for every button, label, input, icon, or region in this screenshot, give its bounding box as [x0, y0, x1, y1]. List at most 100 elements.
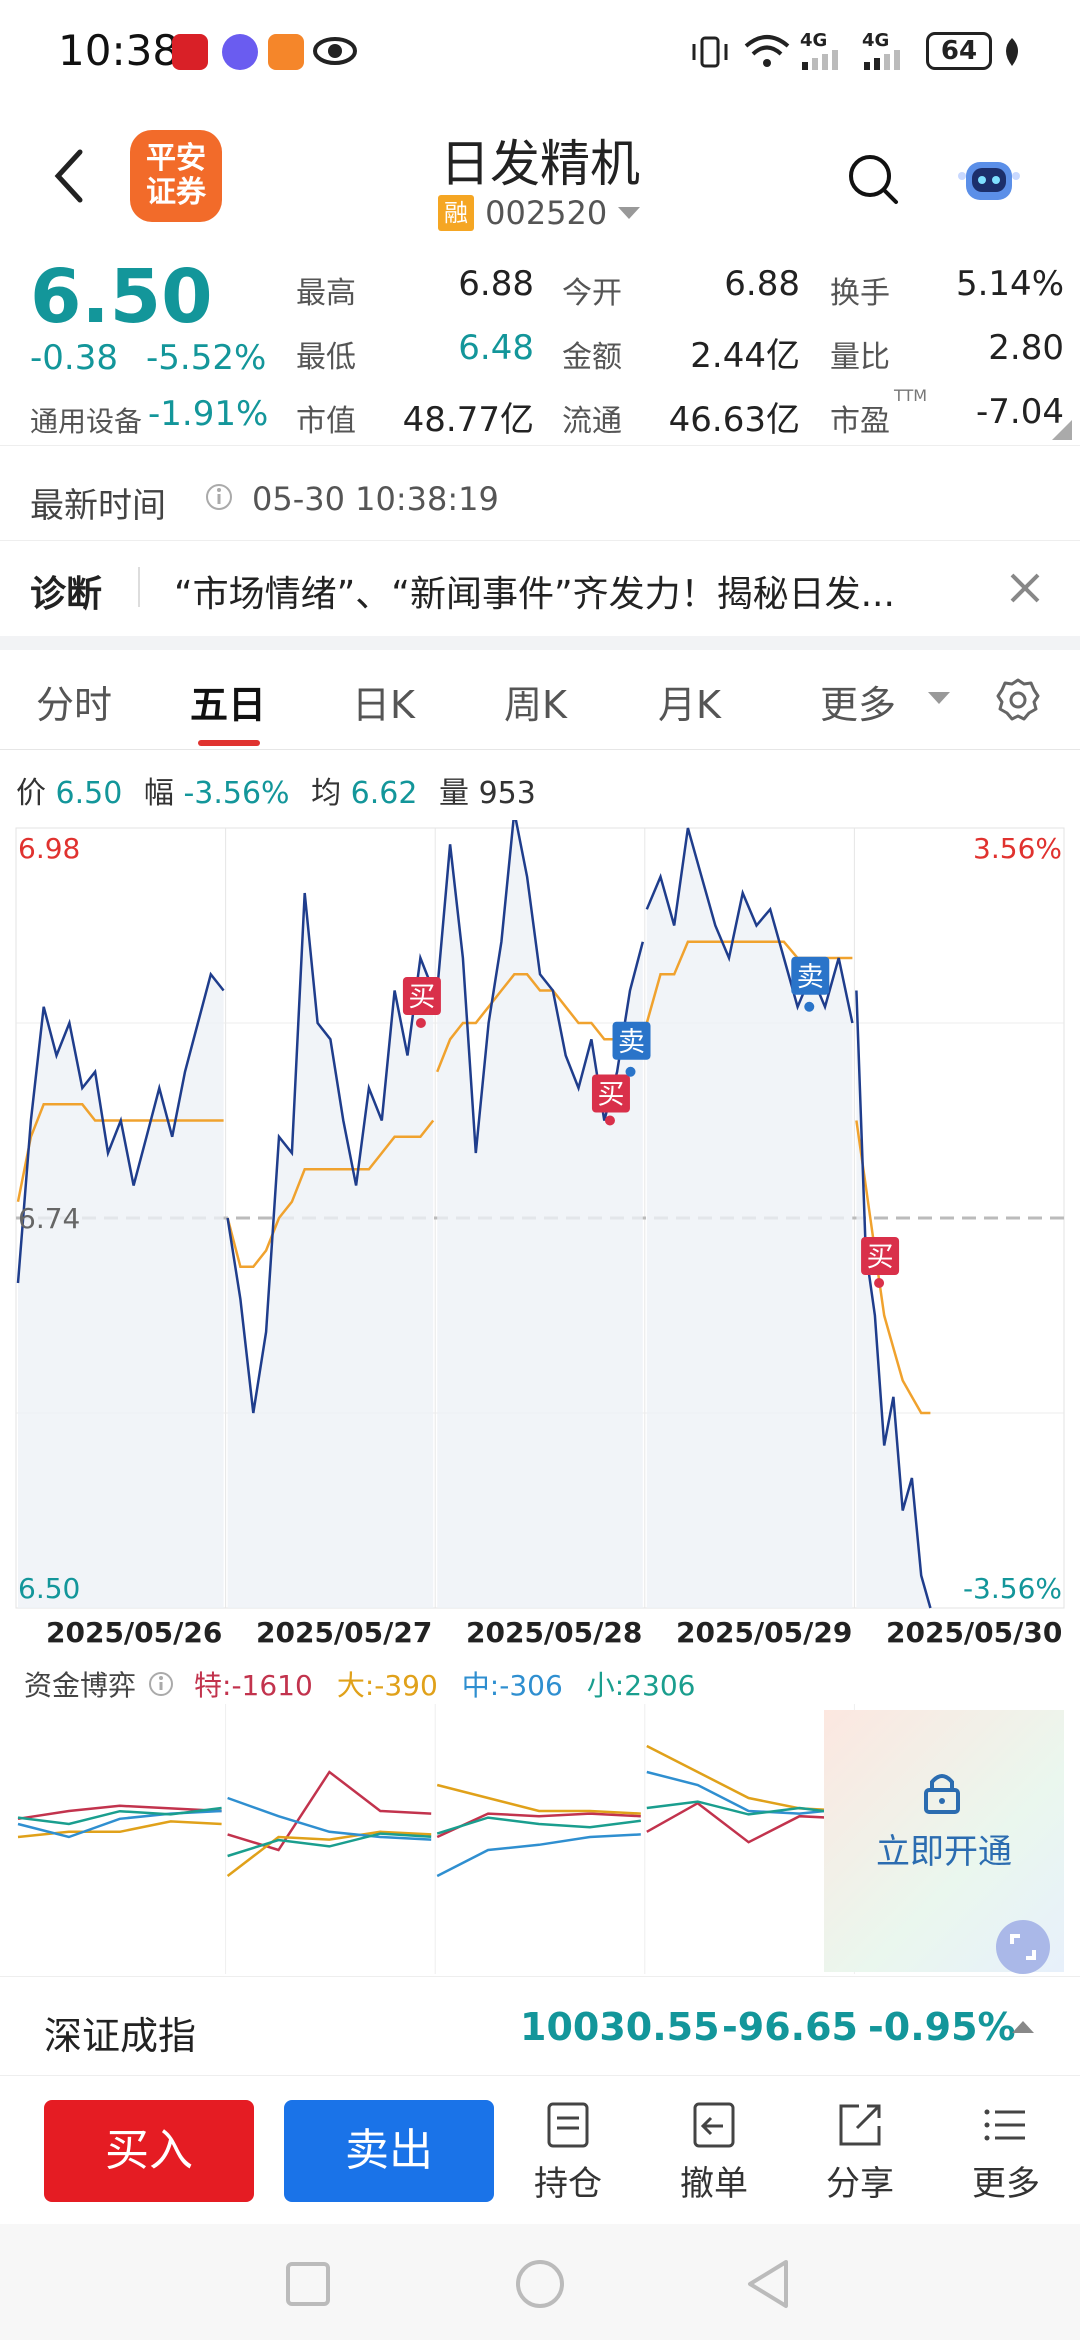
y-axis-label: 6.50	[18, 1572, 80, 1605]
chart-crosshair-info: 价 6.50 幅 -3.56% 均 6.62 量 953	[16, 768, 536, 812]
price-value: 6.50	[55, 776, 123, 811]
tab-weekly-k[interactable]: 周K	[504, 683, 567, 727]
video-app-icon	[268, 34, 304, 70]
more-label: 更多	[972, 2164, 1040, 2204]
network-type-2: 4G	[862, 30, 890, 51]
fund-flow-line	[646, 1770, 851, 1815]
quote-stat-value: 2.80	[988, 328, 1064, 368]
close-icon[interactable]	[1008, 571, 1042, 605]
fund-flow-chart	[17, 1704, 855, 1974]
quote-stat-value: 6.48	[458, 328, 534, 368]
trade-marker-label: 卖	[797, 962, 824, 993]
quote-stat-sup: TTM	[894, 386, 928, 405]
buy-button[interactable]: 买入	[44, 2100, 254, 2202]
trade-dot	[415, 1018, 426, 1028]
volume-label: 量	[439, 776, 470, 811]
quote-stat-value: 5.14%	[955, 264, 1064, 304]
trade-marker	[402, 977, 441, 1015]
fund-flow-line	[17, 1804, 222, 1821]
y-axis-label: 6.98	[18, 832, 80, 865]
price-change-percent: -5.52%	[146, 338, 267, 378]
lock-icon	[924, 1774, 960, 1814]
search-icon[interactable]	[846, 152, 902, 208]
home-icon[interactable]	[514, 2258, 566, 2310]
assistant-robot-icon[interactable]	[956, 146, 1022, 212]
document-icon	[547, 2102, 589, 2148]
fund-flow-legend: 资金博弈 特:-1610 大:-390 中:-306 小:2306	[24, 1664, 695, 1704]
undo-icon	[693, 2102, 735, 2148]
trade-marker-label: 买	[597, 1080, 624, 1111]
back-nav-icon[interactable]	[744, 2258, 792, 2310]
info-icon[interactable]	[204, 482, 234, 512]
stock-code: 002520	[485, 194, 608, 232]
diagnosis-text[interactable]: “市场情绪”、“新闻事件”齐发力！揭秘日发...	[174, 574, 895, 615]
quote-stat-label: 今开	[562, 276, 622, 311]
cancel-order-button[interactable]: 撤单	[664, 2100, 764, 2205]
app-notify-icon	[172, 34, 208, 70]
vibrate-icon	[692, 36, 728, 68]
quote-stat-label: 市盈	[830, 404, 890, 439]
tab-monthly-k[interactable]: 月K	[658, 683, 721, 727]
y-axis-label: 3.56%	[973, 832, 1062, 865]
fund-flow-line	[436, 1816, 641, 1835]
tab-daily-k[interactable]: 日K	[352, 683, 415, 727]
info-icon[interactable]	[148, 1671, 174, 1697]
share-button[interactable]: 分享	[810, 2100, 910, 2205]
status-bar: 10:38 4G 4G 64	[0, 0, 1080, 106]
amplitude-value: -3.56%	[183, 776, 290, 811]
fund-super-large: 特:-1610	[194, 1669, 313, 1702]
trade-marker	[612, 1021, 651, 1060]
quote-panel: 6.50 -0.38 -5.52% 通用设备 -1.91% 最高 6.88 今开 6.…	[0, 248, 1080, 446]
fund-flow-line	[17, 1806, 222, 1826]
corner-triangle-icon[interactable]	[1052, 420, 1072, 440]
x-axis-tick-label: 2025/05/29	[676, 1616, 853, 1649]
price-change: -0.38	[30, 338, 118, 378]
eye-icon	[313, 37, 357, 65]
signal-icon	[802, 50, 838, 70]
share-icon	[839, 2104, 881, 2146]
stock-name[interactable]: 日发精机	[440, 135, 640, 193]
sector-change: -1.91%	[148, 394, 269, 434]
price-area	[18, 820, 931, 1608]
quote-stat-value: 46.63亿	[668, 400, 800, 440]
index-change-percent: -0.95%	[868, 2005, 1016, 2049]
quote-stat-label: 换手	[830, 276, 890, 311]
average-value: 6.62	[350, 776, 418, 811]
gear-icon[interactable]	[994, 676, 1042, 724]
battery-icon: 64	[926, 32, 992, 70]
tab-five-day[interactable]: 五日	[190, 683, 267, 727]
fund-flow-line	[646, 1800, 851, 1816]
diagnosis-banner[interactable]: 诊断 “市场情绪”、“新闻事件”齐发力！揭秘日发...	[0, 540, 1080, 636]
x-axis-tick-label: 2025/05/26	[46, 1616, 223, 1649]
quote-stat-label: 金额	[562, 340, 622, 375]
fullscreen-icon[interactable]	[996, 1920, 1050, 1974]
chevron-up-icon[interactable]	[1012, 2019, 1034, 2035]
status-time: 10:38	[58, 26, 180, 75]
index-ticker[interactable]: 深证成指 10030.55 -96.65 -0.95%	[0, 1976, 1080, 2076]
back-icon[interactable]	[50, 146, 90, 206]
quote-stat-label: 流通	[562, 404, 622, 439]
quote-stat-value: -7.04	[976, 392, 1064, 432]
y-axis-label: 6.74	[18, 1202, 80, 1235]
price-label: 价	[16, 776, 46, 811]
more-button[interactable]: 更多	[956, 2100, 1056, 2205]
unlock-overlay[interactable]: 立即开通	[824, 1710, 1064, 1974]
trade-marker	[861, 1237, 900, 1275]
tab-more[interactable]: 更多	[820, 683, 897, 727]
section-gap	[0, 636, 1080, 650]
sell-button[interactable]: 卖出	[284, 2100, 494, 2202]
trade-dot	[804, 1001, 815, 1012]
quote-stat-label: 最高	[296, 276, 356, 311]
price-line	[16, 820, 932, 1609]
sector-name[interactable]: 通用设备	[30, 405, 143, 438]
stock-code-selector[interactable]: 融 002520	[438, 194, 641, 234]
unlock-label[interactable]: 立即开通	[876, 1832, 1012, 1872]
fund-flow-label: 资金博弈	[24, 1669, 137, 1702]
cancel-order-label: 撤单	[680, 2164, 748, 2204]
tab-intraday[interactable]: 分时	[36, 683, 113, 727]
broker-logo[interactable]: 平安 证券	[130, 130, 222, 222]
holdings-button[interactable]: 持仓	[518, 2100, 618, 2205]
recent-apps-icon[interactable]	[284, 2260, 332, 2308]
chevron-down-icon	[928, 692, 950, 704]
